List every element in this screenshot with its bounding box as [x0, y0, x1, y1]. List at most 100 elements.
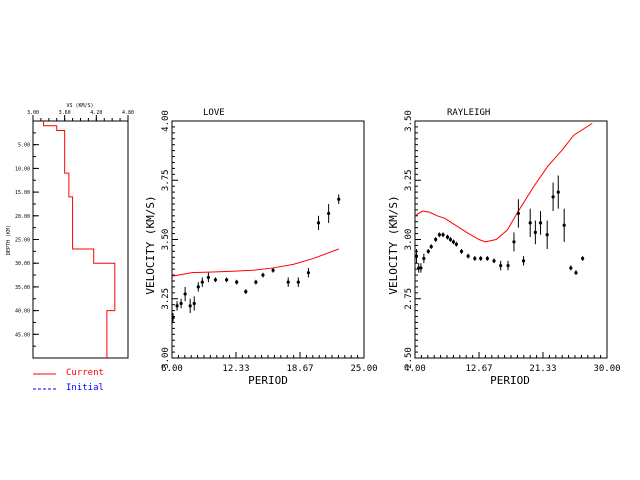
love-data-point: [327, 211, 331, 216]
rayleigh-model-line: [414, 122, 593, 243]
depth-y-axis-label: DEPTH (KM): [6, 225, 12, 255]
rayleigh-data-point: [448, 237, 453, 242]
love-data-point: [316, 221, 321, 225]
love-model-line: [171, 248, 339, 277]
rayleigh-y-tick-label: 3.00: [404, 229, 414, 251]
rayleigh-data-point: [562, 223, 566, 227]
rayleigh-data-point: [512, 240, 516, 244]
rayleigh-data-point: [473, 256, 477, 261]
rayleigh-model-curve: [414, 122, 593, 243]
rayleigh-data-point: [545, 233, 549, 237]
love-x-axis-label: PERIOD: [248, 374, 288, 387]
rayleigh-data-point: [516, 211, 520, 216]
rayleigh-y-tick-label: 3.25: [404, 169, 414, 191]
depth-model: [43, 121, 116, 358]
love-data-point: [179, 301, 183, 306]
love-y-tick-label: 3.75: [161, 169, 171, 191]
love-observed-points: [171, 194, 341, 323]
rayleigh-data-point: [429, 245, 433, 249]
love-data-point: [188, 304, 192, 308]
love-data-point: [271, 268, 275, 272]
legend: Current Initial: [33, 368, 104, 393]
depth-y-tick-label: 40.00: [15, 309, 30, 315]
love-data-point: [171, 316, 175, 320]
depth-top-tick-label: 4.20: [90, 110, 102, 116]
rayleigh-data-point: [437, 233, 441, 237]
rayleigh-data-point: [521, 259, 526, 263]
rayleigh-x-tick-label: 30.00: [593, 364, 620, 374]
love-data-point: [224, 278, 229, 282]
rayleigh-data-point: [569, 266, 573, 270]
depth-y-tick-label: 45.00: [15, 332, 30, 338]
rayleigh-panel: RAYLEIGH PERIOD VELOCITY (KM/S) 4.00 12.6…: [387, 108, 621, 387]
rayleigh-x-tick-label: 4.00: [404, 364, 426, 374]
depth-top-axis-label: VS (KM/S): [66, 103, 93, 109]
depth-top-tick-label: 3.60: [59, 110, 71, 116]
rayleigh-x-tick-label: 12.67: [465, 364, 492, 374]
rayleigh-data-point: [454, 242, 458, 246]
love-x-ticks: 6.00 12.33 18.67 25.00: [161, 352, 378, 374]
love-data-point: [183, 292, 187, 296]
love-panel: LOVE PERIOD VELOCITY (KM/S) 6.00 12.33 18.…: [144, 108, 378, 387]
rayleigh-data-point: [528, 221, 532, 225]
love-y-axis-label: VELOCITY (KM/S): [144, 195, 157, 294]
rayleigh-data-point: [434, 237, 438, 242]
rayleigh-data-point: [533, 230, 537, 234]
rayleigh-data-point: [451, 240, 455, 244]
rayleigh-data-point: [538, 221, 543, 225]
rayleigh-data-point: [441, 233, 445, 237]
rayleigh-data-point: [479, 256, 483, 261]
love-data-point: [261, 273, 265, 277]
depth-panel-frame: [32, 120, 129, 359]
love-y-tick-label: 3.50: [161, 229, 171, 251]
rayleigh-panel-frame: [414, 120, 608, 359]
rayleigh-data-point: [445, 235, 450, 239]
depth-profile-current: [43, 121, 116, 358]
depth-y-tick-label: 15.00: [15, 190, 30, 196]
rayleigh-data-point: [419, 266, 423, 270]
rayleigh-data-point: [422, 256, 426, 261]
rayleigh-data-point: [499, 263, 503, 268]
love-data-point: [213, 278, 218, 282]
rayleigh-data-point: [426, 249, 430, 253]
rayleigh-data-point: [414, 254, 419, 258]
rayleigh-data-point: [581, 256, 585, 261]
rayleigh-y-tick-label: 3.50: [404, 110, 414, 132]
depth-y-ticks: 5.00 10.00 15.00 20.00 25.00 30.00 35.00 40.00 4…: [15, 132, 39, 347]
depth-y-tick-label: 25.00: [15, 238, 30, 244]
depth-y-tick-label: 10.00: [15, 166, 30, 172]
rayleigh-data-point: [459, 249, 464, 253]
rayleigh-y-ticks: 2.50 2.75 3.00 3.25 3.50: [404, 110, 421, 369]
depth-y-tick-label: 5.00: [18, 143, 30, 149]
love-x-tick-label: 25.00: [350, 364, 377, 374]
love-data-point: [235, 280, 239, 284]
depth-top-ticks: 3.00 3.60 4.20 4.80: [27, 110, 134, 121]
rayleigh-data-point: [417, 266, 421, 270]
rayleigh-data-point: [485, 256, 489, 261]
love-panel-frame: [171, 120, 365, 359]
depth-y-tick-label: 20.00: [15, 214, 30, 220]
love-y-ticks: 3.00 3.25 3.50 3.75 4.00: [161, 110, 178, 369]
love-data-point: [296, 280, 300, 284]
love-title: LOVE: [203, 108, 225, 118]
love-y-tick-label: 4.00: [161, 110, 171, 132]
love-data-point: [196, 285, 200, 289]
rayleigh-data-point: [551, 195, 555, 199]
love-x-tick-label: 6.00: [161, 364, 183, 374]
love-y-tick-label: 3.00: [161, 347, 171, 369]
love-data-point: [192, 301, 196, 306]
love-data-point: [337, 197, 341, 201]
love-x-tick-label: 12.33: [222, 364, 249, 374]
rayleigh-x-ticks: 4.00 12.67 21.33 30.00: [404, 352, 621, 374]
legend-initial-label: Initial: [66, 383, 104, 393]
legend-current-label: Current: [66, 368, 104, 378]
love-data-point: [206, 275, 210, 280]
rayleigh-x-tick-label: 21.33: [529, 364, 556, 374]
love-data-point: [175, 304, 179, 308]
rayleigh-x-axis-label: PERIOD: [490, 374, 530, 387]
love-y-tick-label: 3.25: [161, 288, 171, 310]
rayleigh-title: RAYLEIGH: [447, 108, 490, 118]
depth-top-tick-label: 4.80: [122, 110, 134, 116]
rayleigh-data-point: [556, 190, 560, 194]
